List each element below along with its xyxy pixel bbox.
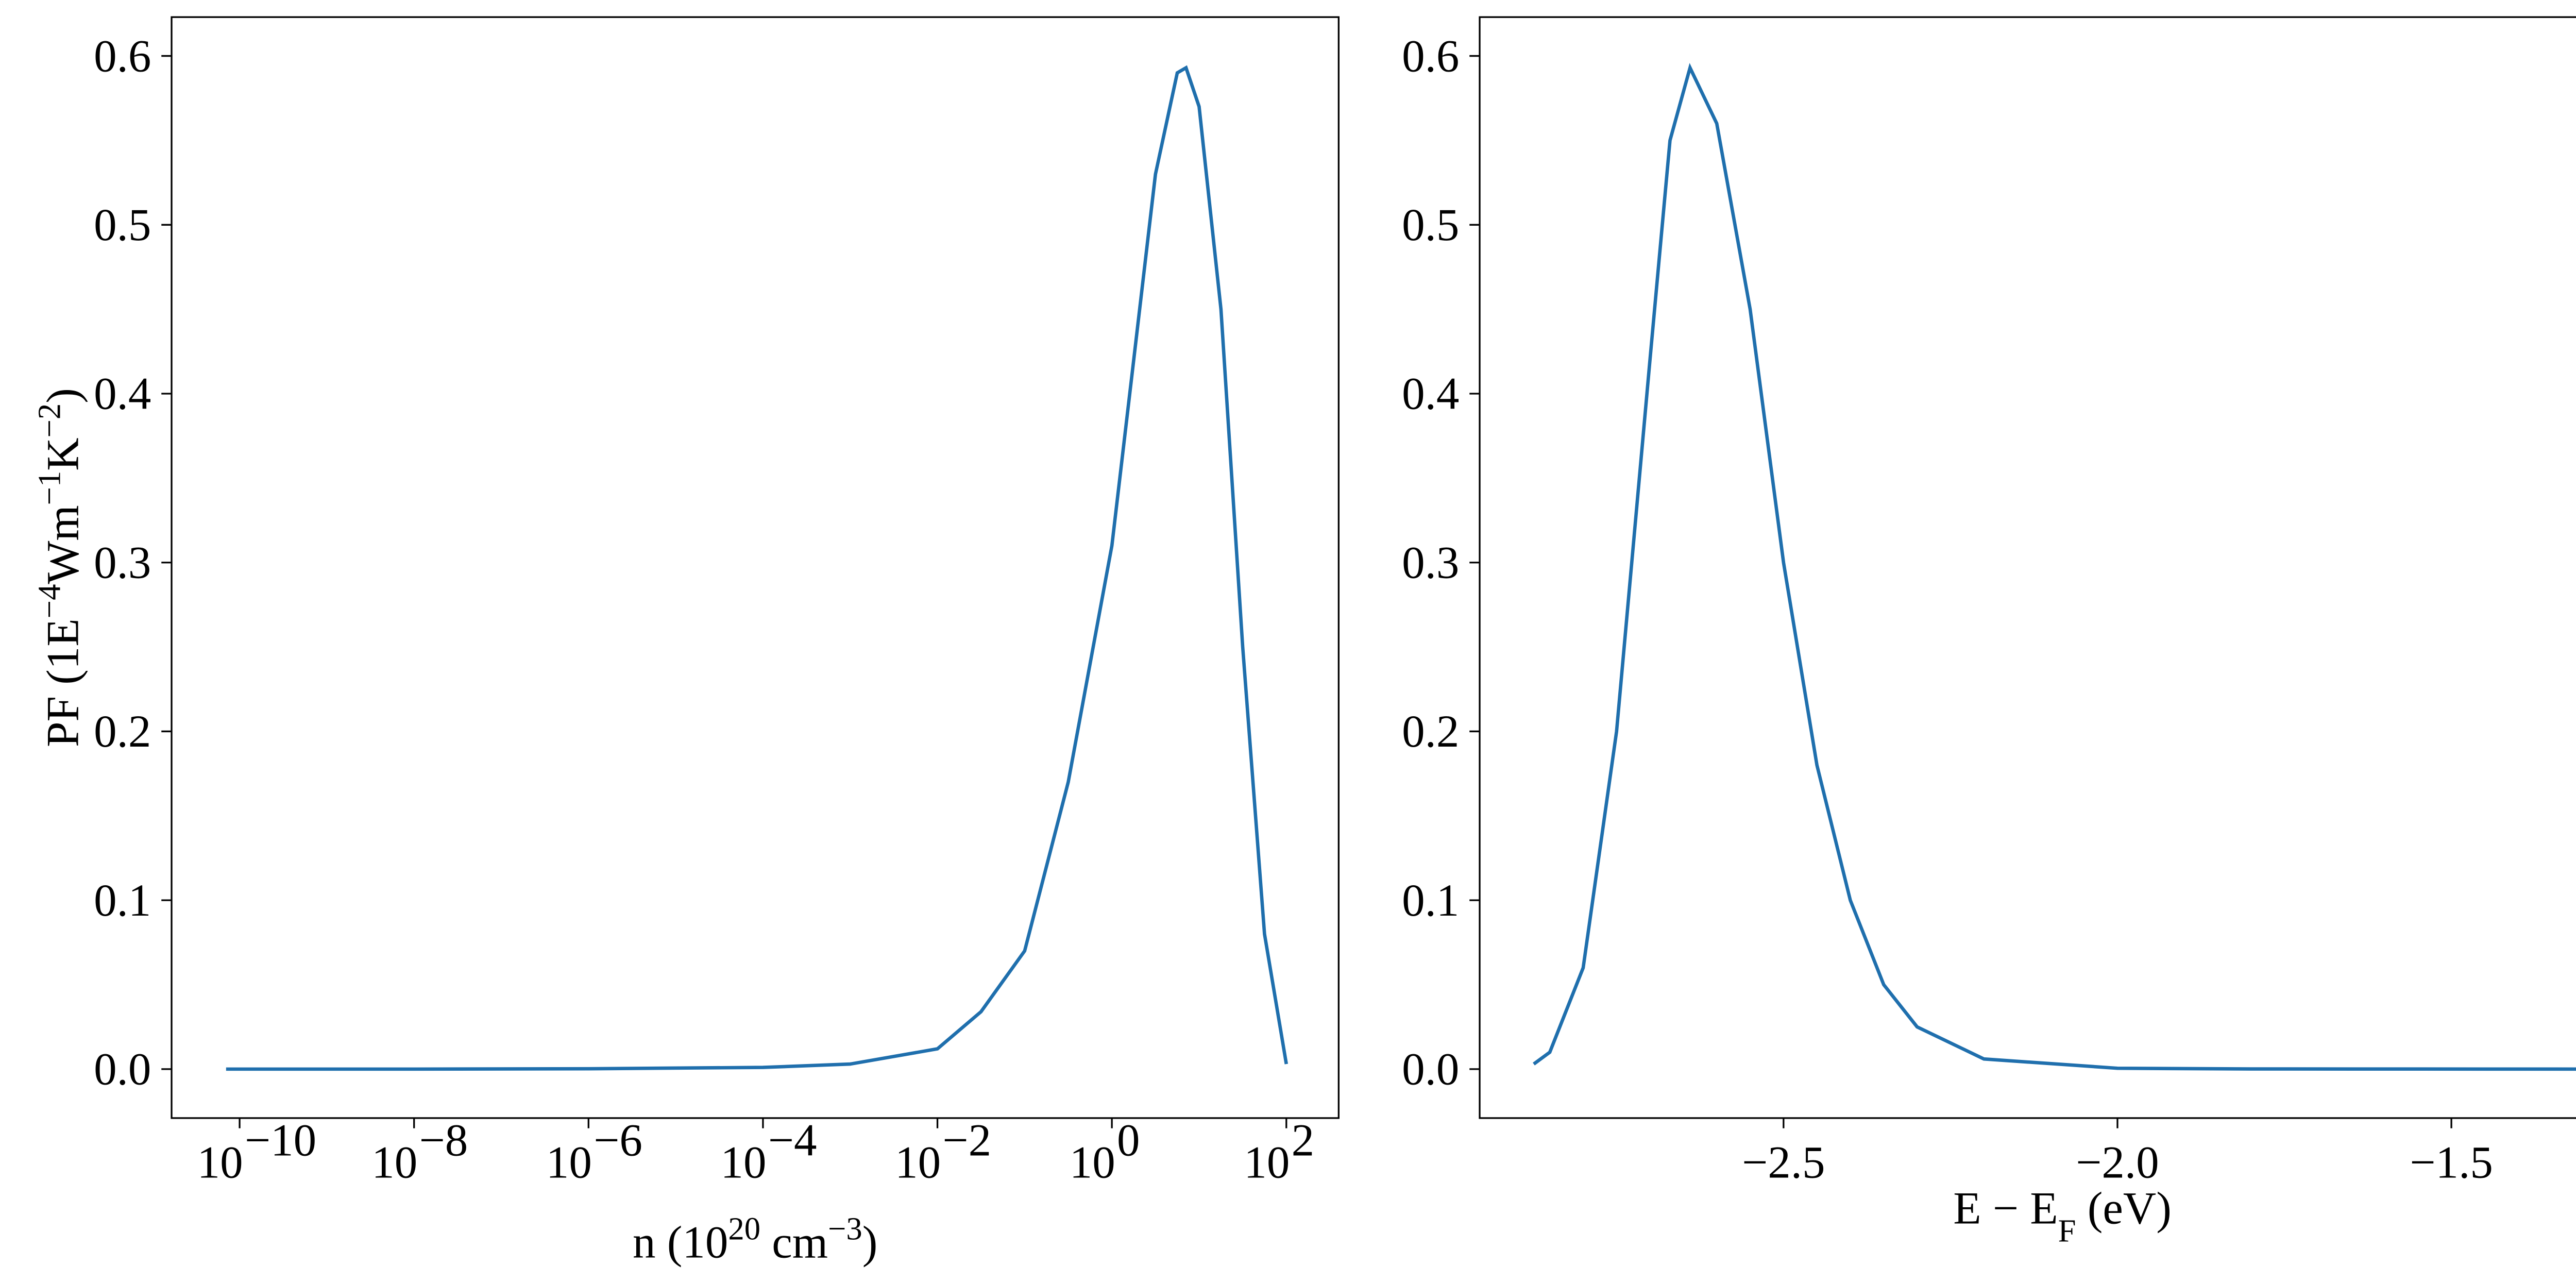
- x-tick-label: −2.5: [1742, 1137, 1825, 1188]
- y-tick-label: 0.6: [1402, 31, 1459, 81]
- axis-label-part: cm: [760, 1217, 828, 1268]
- axis-label-part: −2: [31, 403, 67, 438]
- line: [226, 65, 1289, 1071]
- x-tick-exponent: −10: [245, 1115, 316, 1166]
- x-tick-exponent: 0: [1117, 1115, 1140, 1166]
- axis-label-part: ): [862, 1217, 878, 1268]
- x-tick-exponent: −6: [594, 1115, 642, 1166]
- x-tick-exponent: 2: [1292, 1115, 1315, 1166]
- y-tick-label: 0.5: [1402, 200, 1459, 250]
- x-tick-label: 10: [197, 1137, 243, 1188]
- x-tick-label: 10: [895, 1137, 941, 1188]
- axis-label-part: n (10: [633, 1217, 728, 1268]
- axis-label: E − EF (eV): [1953, 1183, 2172, 1248]
- axis-label: PF (1E−4Wm−1K−2): [31, 388, 89, 747]
- y-tick-label: 0.4: [1402, 369, 1459, 419]
- x-tick-label: 10: [1244, 1137, 1290, 1188]
- y-tick-label: 0.2: [1402, 706, 1459, 757]
- x-tick-label: −1.5: [2410, 1137, 2493, 1188]
- x-tick-exponent: −8: [419, 1115, 468, 1166]
- axis-label-part: ): [38, 388, 89, 403]
- y-tick-label: 0.4: [94, 369, 151, 419]
- axis-label: n (1020 cm−3): [633, 1210, 877, 1268]
- x-tick-label: 10: [721, 1137, 767, 1188]
- y-tick-label: 0.1: [94, 875, 151, 926]
- y-tick-label: 0.1: [1402, 875, 1459, 926]
- axis-label-part: PF (1E: [38, 618, 89, 747]
- axis-label-part: Wm: [38, 505, 89, 584]
- axis-label-part: (eV): [2076, 1183, 2172, 1234]
- axis-label-part: F: [2058, 1212, 2076, 1248]
- y-tick-label: 0.5: [94, 200, 151, 250]
- y-tick-label: 0.0: [1402, 1044, 1459, 1095]
- plot-frame: [1479, 16, 2576, 1119]
- axis-label-part: 20: [728, 1210, 760, 1246]
- x-tick-exponent: −2: [942, 1115, 991, 1166]
- axis-label-part: K: [38, 437, 89, 470]
- y-tick-label: 0.0: [94, 1044, 151, 1095]
- plot-frame: [171, 16, 1340, 1119]
- x-tick-exponent: −4: [768, 1115, 817, 1166]
- y-tick-label: 0.6: [94, 31, 151, 81]
- y-tick-label: 0.3: [1402, 537, 1459, 588]
- axis-label-part: E − E: [1953, 1183, 2058, 1234]
- axis-label-part: −3: [828, 1210, 862, 1246]
- x-tick-label: 10: [1070, 1137, 1115, 1188]
- axis-label-part: −4: [31, 584, 67, 619]
- axis-label-part: −1: [31, 471, 67, 505]
- x-tick-label: 10: [371, 1137, 417, 1188]
- y-tick-label: 0.2: [94, 706, 151, 757]
- x-tick-label: −2.0: [2076, 1137, 2159, 1188]
- x-tick-label: 10: [546, 1137, 592, 1188]
- y-tick-label: 0.3: [94, 537, 151, 588]
- line: [1533, 63, 2576, 1071]
